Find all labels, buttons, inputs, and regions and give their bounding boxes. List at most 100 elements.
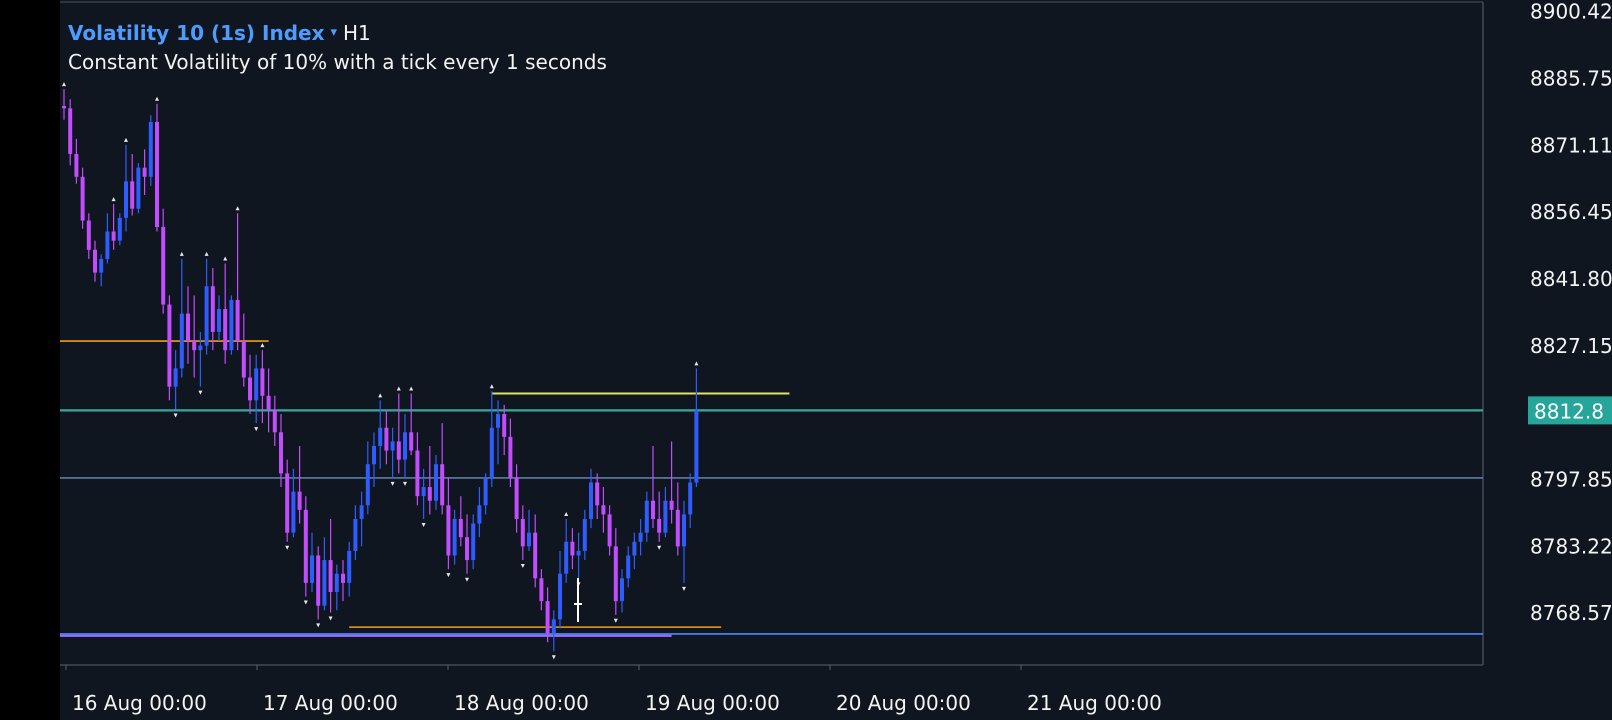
candlestick[interactable] [589, 468, 593, 529]
candlestick[interactable] [539, 569, 544, 611]
candlestick[interactable] [651, 445, 655, 529]
candlestick[interactable] [626, 546, 631, 588]
candlestick[interactable] [148, 115, 153, 186]
candlestick[interactable] [229, 295, 234, 355]
candlestick[interactable] [372, 432, 376, 488]
candlestick[interactable] [248, 354, 252, 415]
candlestick[interactable] [607, 505, 612, 556]
candlestick[interactable] [117, 213, 122, 246]
candlestick[interactable] [111, 204, 116, 250]
candlestick[interactable] [310, 532, 314, 592]
candlestick[interactable] [80, 167, 85, 229]
candlestick[interactable] [446, 477, 451, 570]
candlestick[interactable] [576, 532, 581, 579]
candlestick[interactable] [403, 414, 407, 478]
candlestick[interactable] [632, 532, 637, 570]
candlestick[interactable] [285, 459, 290, 542]
candlestick[interactable] [427, 445, 432, 515]
candlestick[interactable] [533, 514, 538, 588]
candlestick[interactable] [192, 295, 197, 378]
candlestick[interactable] [657, 491, 662, 542]
candlestick[interactable] [322, 537, 327, 611]
candlestick[interactable] [124, 144, 128, 232]
candlestick[interactable] [365, 441, 370, 515]
candlestick[interactable] [272, 395, 277, 446]
candlestick[interactable] [279, 414, 283, 488]
candlestick[interactable] [520, 505, 525, 561]
candlestick[interactable] [254, 354, 259, 424]
candlestick[interactable] [669, 441, 674, 524]
candlestick[interactable] [682, 500, 686, 583]
symbol-dropdown-icon[interactable]: ▾ [330, 25, 338, 40]
candlestick[interactable] [334, 564, 339, 611]
candlestick[interactable] [384, 409, 389, 465]
candlestick[interactable] [136, 163, 141, 214]
candlestick[interactable] [545, 587, 550, 643]
candlestick[interactable] [173, 350, 178, 410]
candlestick[interactable] [210, 268, 215, 351]
candlestick[interactable] [130, 153, 135, 216]
candlestick[interactable] [99, 254, 104, 287]
candlestick[interactable] [235, 213, 240, 351]
candlestick[interactable] [595, 473, 600, 519]
candlestick[interactable] [514, 464, 519, 533]
candlestick[interactable] [266, 368, 271, 433]
candlestick[interactable] [167, 295, 172, 401]
candlestick[interactable] [551, 610, 556, 652]
candlestick[interactable] [198, 331, 203, 387]
candlestick[interactable] [489, 391, 494, 488]
candlestick[interactable] [502, 404, 507, 456]
candlestick[interactable] [496, 400, 500, 465]
candlestick[interactable] [570, 528, 575, 570]
candlestick[interactable] [341, 560, 345, 602]
candlestick[interactable] [483, 473, 488, 515]
candlestick[interactable] [452, 509, 457, 565]
candlestick[interactable] [465, 514, 469, 574]
candlestick[interactable] [328, 518, 333, 613]
candlestick[interactable] [161, 208, 166, 314]
candlestick[interactable] [291, 468, 296, 538]
candlestick[interactable] [241, 313, 246, 387]
candlestick[interactable] [62, 89, 66, 120]
candlestick[interactable] [390, 427, 395, 478]
timeframe-label[interactable]: H1 [343, 21, 371, 45]
candlestick[interactable] [601, 487, 606, 533]
candlestick[interactable] [396, 393, 401, 474]
candlestick[interactable] [105, 213, 110, 264]
candlestick[interactable] [688, 473, 693, 529]
symbol-name[interactable]: Volatility 10 (1s) Index [68, 21, 325, 45]
candlestick[interactable] [644, 491, 649, 542]
candlestick[interactable] [638, 518, 643, 556]
candlestick[interactable] [440, 423, 445, 515]
candlestick[interactable] [186, 286, 190, 364]
candlestick[interactable] [527, 509, 531, 551]
candlestick[interactable] [613, 528, 618, 615]
candlestick[interactable] [68, 99, 73, 166]
candlestick[interactable] [675, 482, 680, 556]
candlestick[interactable] [477, 487, 482, 538]
candlestick[interactable] [297, 445, 302, 524]
candlestick[interactable] [471, 514, 476, 570]
candlestick[interactable] [694, 368, 699, 488]
candlestick[interactable] [316, 546, 321, 620]
candlestick[interactable] [359, 491, 364, 547]
candlestick[interactable] [260, 350, 265, 424]
candlestick[interactable] [620, 569, 624, 613]
candlestick[interactable] [74, 138, 79, 184]
candlestick[interactable] [421, 468, 426, 519]
candlestick[interactable] [223, 263, 228, 364]
candlestick[interactable] [142, 149, 147, 196]
candlestick[interactable] [155, 103, 159, 232]
candlestick[interactable] [409, 393, 414, 456]
candlestick[interactable] [179, 258, 184, 378]
candlestick[interactable] [582, 509, 587, 561]
candlestick[interactable] [458, 496, 463, 547]
candlestick[interactable] [353, 505, 358, 561]
candlestick[interactable] [508, 418, 513, 488]
candlestick[interactable] [303, 496, 308, 597]
candlestick[interactable] [86, 213, 91, 259]
candlestick[interactable] [564, 518, 569, 583]
candlestick[interactable] [663, 487, 668, 538]
candlestick[interactable] [93, 240, 97, 282]
